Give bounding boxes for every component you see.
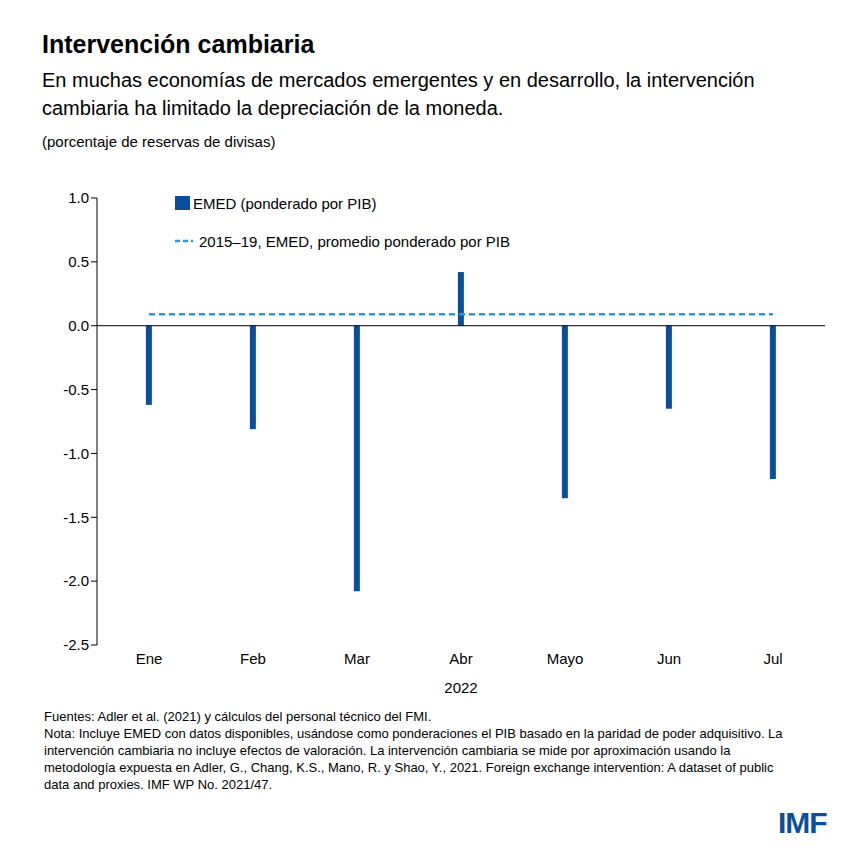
html-text:EMED (ponderado por PIB): EMED (ponderado por PIB) [193,194,377,212]
svg-text:0.5: 0.5 [68,253,89,270]
svg-text:Mar: Mar [344,650,370,667]
html-text:Intervención cambiaria: Intervención cambiaria [42,30,315,58]
svg-text:1.0: 1.0 [68,189,89,206]
svg-text:-1.0: -1.0 [63,445,89,462]
svg-text:Feb: Feb [240,650,266,667]
svg-text:-1.5: -1.5 [63,509,89,526]
svg-text:Abr: Abr [449,650,472,667]
html-text:En muchas economías de mercado: En muchas economías de mercados emergent… [42,69,755,119]
svg-text:Jul: Jul [763,650,782,667]
svg-text:Mayo: Mayo [547,650,584,667]
svg-text:-0.5: -0.5 [63,381,89,398]
html-text:IMF: IMF [778,806,827,839]
html-text:Nota: Incluye EMED con datos d: Nota: Incluye EMED con datos disponibles… [44,726,783,792]
svg-text:Jun: Jun [657,650,681,667]
svg-text:2022: 2022 [444,679,477,695]
html-text:2015–19, EMED, promedio ponder: 2015–19, EMED, promedio ponderado por PI… [199,232,510,250]
svg-text:-2.5: -2.5 [63,636,89,653]
svg-text:-2.0: -2.0 [63,572,89,589]
svg-text:Ene: Ene [136,650,163,667]
html-text:Fuentes: Adler et al. (2021) y: Fuentes: Adler et al. (2021) y cálculos … [44,709,432,724]
html-text:(porcentaje de reservas de div: (porcentaje de reservas de divisas) [42,133,276,150]
svg-text:0.0: 0.0 [68,317,89,334]
